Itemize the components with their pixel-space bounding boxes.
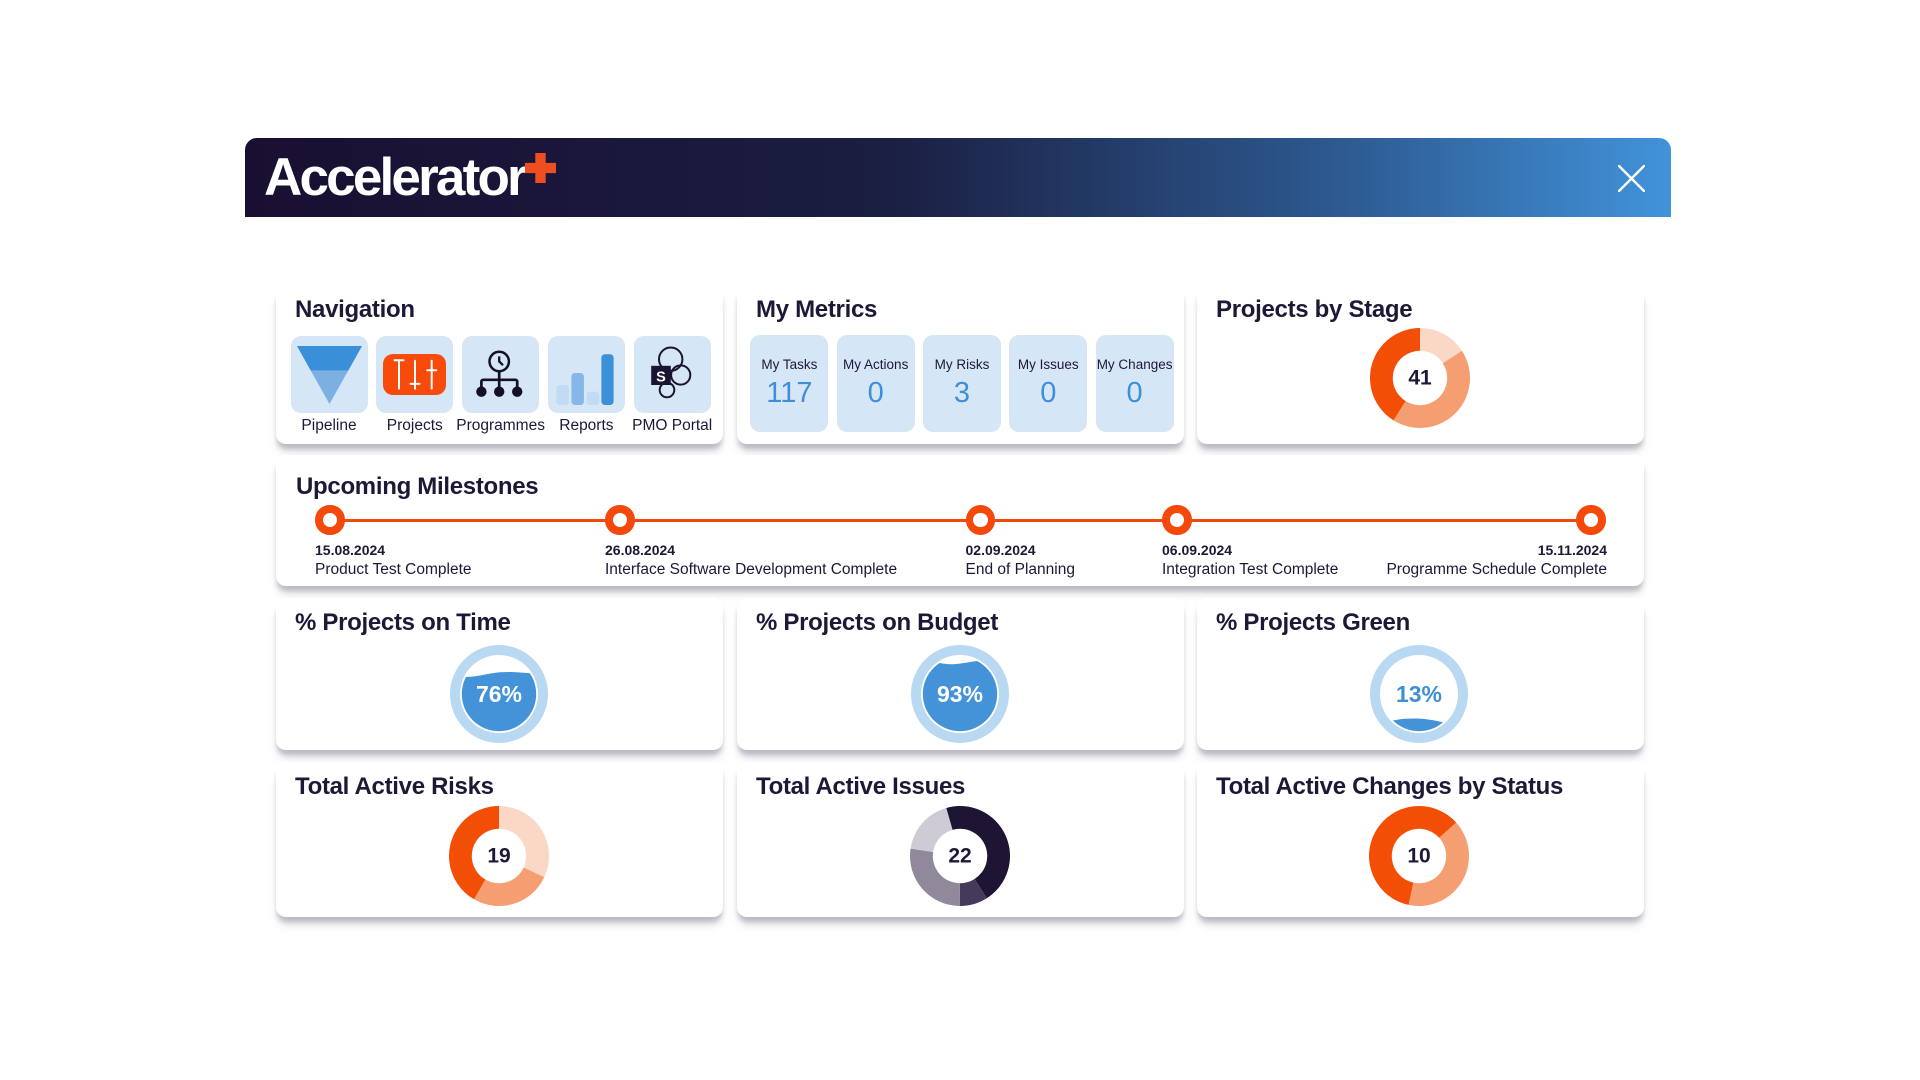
- svg-text:22: 22: [948, 845, 971, 868]
- svg-text:10: 10: [1407, 845, 1430, 868]
- svg-text:41: 41: [1408, 367, 1432, 390]
- svg-text:13%: 13%: [1396, 681, 1442, 707]
- svg-text:76%: 76%: [476, 681, 522, 707]
- svg-text:93%: 93%: [937, 681, 983, 707]
- svg-text:19: 19: [487, 845, 510, 868]
- svg-text:S: S: [656, 369, 666, 385]
